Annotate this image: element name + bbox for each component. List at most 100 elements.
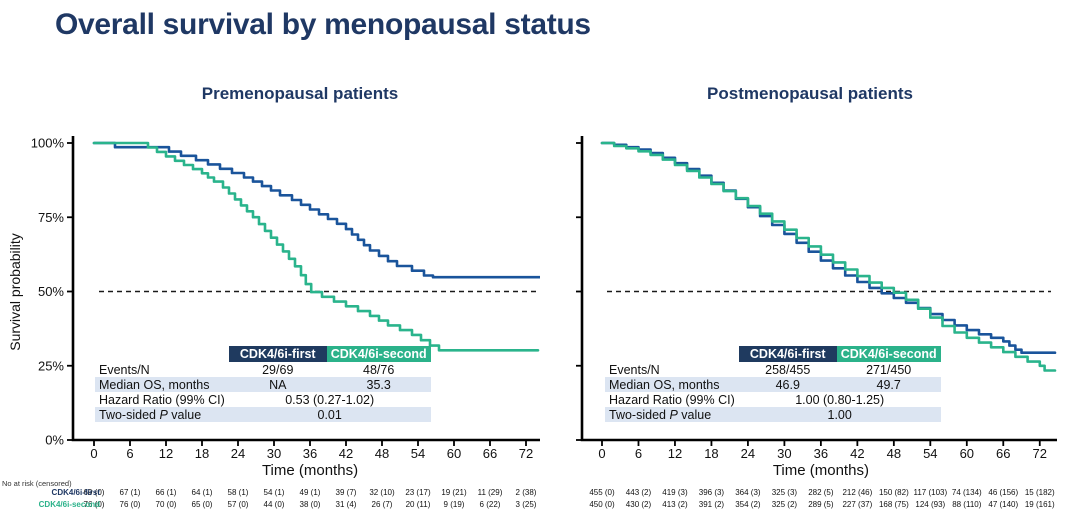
risk-value-first: 58 (1): [228, 488, 249, 497]
page-title: Overall survival by menopausal status: [55, 8, 591, 41]
stats-value-first: NA: [228, 377, 327, 392]
km-curve-second: [600, 141, 1057, 372]
y-axis-title: Survival probability: [7, 233, 23, 351]
risk-row-label-second: CDK4/6i-second: [39, 500, 100, 509]
stats-row-label: Hazard Ratio (99% CI): [99, 392, 225, 407]
risk-value-second: 20 (11): [406, 500, 431, 509]
risk-value-second: 76 (0): [84, 500, 105, 509]
x-tick-label: 54: [923, 446, 937, 461]
stats-table-postmenopausal: CDK4/6i-first CDK4/6i-second Events/N 258/4…: [605, 346, 941, 422]
risk-value-first: 15 (182): [1025, 488, 1055, 497]
y-tick-label: 50%: [38, 284, 64, 299]
risk-value-first: 32 (10): [369, 488, 395, 497]
stats-header-second: CDK4/6i-second: [326, 346, 431, 362]
stats-value-second: 35.3: [326, 377, 431, 392]
risk-value-second: 3 (25): [516, 500, 537, 509]
risk-value-first: 67 (1): [120, 488, 141, 497]
x-tick-label: 6: [126, 446, 133, 461]
risk-value-second: 430 (2): [626, 500, 652, 509]
x-tick-label: 12: [668, 446, 682, 461]
stats-table: CDK4/6i-first CDK4/6i-second Events/N 29/69…: [95, 346, 431, 422]
risk-row-label-first: CDK4/6i-first: [52, 488, 101, 497]
risk-value-first: 282 (5): [808, 488, 834, 497]
risk-value-first: 11 (29): [478, 488, 503, 497]
risk-value-second: 88 (110): [952, 500, 982, 509]
stats-value-span: 1.00: [738, 407, 941, 422]
risk-value-second: 168 (75): [879, 500, 909, 509]
axis-lines: [580, 136, 1057, 442]
stats-header-spacer: [95, 346, 229, 362]
stats-value-span: 0.01: [228, 407, 431, 422]
risk-value-first: 117 (103): [913, 488, 947, 497]
risk-value-first: 64 (1): [192, 488, 213, 497]
x-tick-label: 36: [814, 446, 828, 461]
stats-table-premenopausal: CDK4/6i-first CDK4/6i-second Events/N 29/69…: [95, 346, 431, 422]
risk-value-second: 76 (0): [120, 500, 141, 509]
stats-value-first: 29/69: [262, 362, 294, 377]
panel-title-premenopausal: Premenopausal patients: [201, 84, 399, 103]
risk-value-first: 69 (0): [84, 488, 105, 497]
x-tick-label: 36: [303, 446, 317, 461]
km-plot-postmenopausal: 0 6 12 18 24 30 36 42 48 54 60 66 72 Time (months) 455…: [576, 136, 1057, 509]
risk-value-second: 44 (0): [264, 500, 285, 509]
risk-table-header: No at risk (censored): [2, 479, 72, 488]
x-tick-label: 66: [996, 446, 1010, 461]
x-tick-label: 6: [635, 446, 642, 461]
km-curve-second: [92, 141, 540, 352]
x-axis-title: Time (months): [262, 462, 358, 479]
x-tick-label: 18: [704, 446, 718, 461]
x-tick-label: 48: [375, 446, 389, 461]
y-tick-label: 25%: [38, 358, 64, 373]
x-tick-label: 0: [90, 446, 97, 461]
risk-value-second: 6 (22): [480, 500, 501, 509]
x-tick-label: 24: [741, 446, 755, 461]
x-axis-title: Time (months): [773, 462, 869, 479]
stats-header-first: CDK4/6i-first: [228, 346, 327, 362]
risk-value-first: 49 (1): [300, 488, 321, 497]
x-tick-label: 30: [267, 446, 281, 461]
x-tick-label: 12: [159, 446, 173, 461]
italic-p: P: [669, 407, 678, 422]
stats-value-second: 48/76: [363, 362, 395, 377]
y-tick-label: 0%: [45, 433, 64, 448]
stats-value-span: 1.00 (0.80-1.25): [795, 392, 885, 407]
stats-row-label: Events/N: [99, 362, 150, 377]
risk-value-first: 39 (7): [336, 488, 357, 497]
x-tick-label: 72: [1033, 446, 1047, 461]
risk-value-second: 26 (7): [372, 500, 393, 509]
risk-value-first: 325 (3): [772, 488, 798, 497]
stats-row-label: Hazard Ratio (99% CI): [609, 392, 735, 407]
x-tick-label: 24: [231, 446, 245, 461]
risk-value-first: 2 (38): [516, 488, 537, 497]
risk-value-first: 443 (2): [626, 488, 652, 497]
risk-value-first: 150 (82): [879, 488, 909, 497]
stats-row-label: Events/N: [609, 362, 660, 377]
x-tick-label: 60: [447, 446, 461, 461]
y-tick-label: 75%: [38, 210, 64, 225]
risk-value-first: 74 (134): [952, 488, 982, 497]
risk-value-second: 38 (0): [300, 500, 321, 509]
stats-header-spacer: [605, 346, 739, 362]
risk-value-second: 19 (161): [1025, 500, 1055, 509]
risk-value-second: 57 (0): [228, 500, 249, 509]
x-tick-label: 42: [339, 446, 353, 461]
stats-header-first: CDK4/6i-first: [738, 346, 837, 362]
stats-value-first: 46.9: [738, 377, 837, 392]
risk-value-second: 413 (2): [662, 500, 688, 509]
stats-row-label: Median OS, months: [95, 377, 229, 392]
stats-row-label: Two-sided P value: [605, 407, 739, 422]
x-tick-label: 30: [777, 446, 791, 461]
risk-value-second: 124 (93): [915, 500, 945, 509]
risk-value-second: 47 (140): [988, 500, 1018, 509]
stats-row-label: Median OS, months: [605, 377, 739, 392]
km-plot-premenopausal: 0% 25% 50% 75% 100% 0 6 12 18 24 30 36 42 48 54 60 66 72 T…: [2, 136, 540, 509]
stats-value-second: 49.7: [836, 377, 941, 392]
risk-value-second: 9 (19): [444, 500, 465, 509]
risk-value-first: 419 (3): [662, 488, 688, 497]
risk-value-first: 364 (3): [735, 488, 761, 497]
risk-value-first: 23 (17): [405, 488, 431, 497]
risk-value-first: 46 (156): [988, 488, 1018, 497]
stats-table: CDK4/6i-first CDK4/6i-second Events/N 258/4…: [605, 346, 941, 422]
km-curve-first: [600, 141, 1057, 354]
